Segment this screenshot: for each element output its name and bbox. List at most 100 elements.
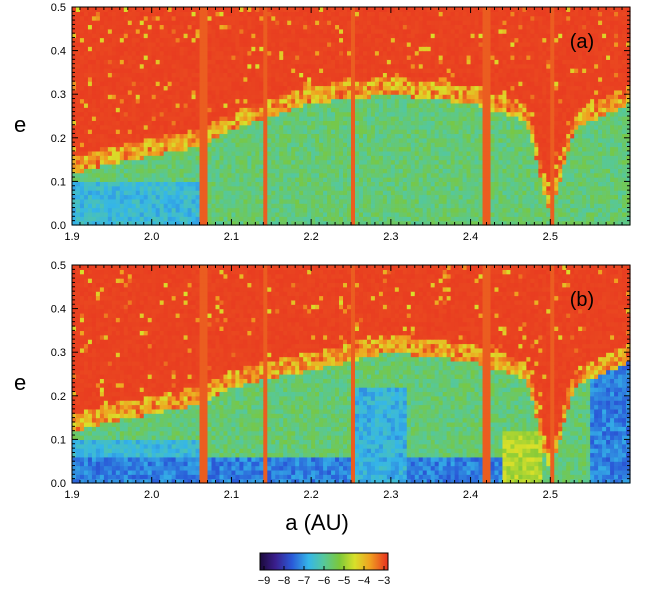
heatmap-cell — [259, 72, 264, 78]
heatmap-cell — [115, 198, 121, 204]
heatmap-cell — [354, 155, 360, 161]
heatmap-cell — [315, 89, 320, 95]
heatmap-cell — [382, 181, 388, 187]
heatmap-cell — [366, 120, 372, 126]
heatmap-cell — [418, 33, 424, 39]
heatmap-cell — [327, 163, 332, 169]
heatmap-cell — [347, 33, 352, 39]
heatmap-cell — [307, 85, 312, 91]
heatmap-cell — [87, 85, 93, 91]
heatmap-cell — [287, 76, 292, 82]
heatmap-cell — [406, 111, 412, 117]
heatmap-cell — [83, 24, 89, 30]
heatmap-cell — [175, 59, 181, 65]
heatmap-cell — [414, 11, 420, 17]
heatmap-cell — [143, 185, 149, 191]
heatmap-cell — [275, 63, 280, 69]
heatmap-cell — [123, 37, 129, 43]
heatmap-cell — [171, 146, 177, 152]
heatmap-cell — [446, 120, 452, 126]
heatmap-cell — [299, 20, 304, 26]
heatmap-cell — [111, 102, 117, 108]
heatmap-cell — [323, 94, 328, 100]
heatmap-cell — [287, 198, 292, 204]
heatmap-cell — [207, 220, 213, 226]
heatmap-cell — [335, 102, 340, 108]
heatmap-cell — [438, 177, 444, 182]
heatmap-cell — [386, 133, 392, 139]
heatmap-cell — [283, 89, 288, 95]
heatmap-cell — [279, 133, 284, 139]
heatmap-cell — [279, 72, 284, 78]
heatmap-cell — [243, 72, 248, 78]
heatmap-cell — [87, 54, 93, 60]
heatmap-cell — [339, 129, 344, 135]
heatmap-cell — [167, 15, 173, 21]
heatmap-cell — [339, 94, 344, 100]
heatmap-cell — [175, 146, 181, 152]
heatmap-cell — [422, 116, 428, 121]
heatmap-cell — [354, 72, 360, 78]
heatmap-cell — [307, 94, 312, 100]
heatmap-cell — [287, 194, 292, 200]
heatmap-cell — [195, 194, 201, 200]
heatmap-cell — [247, 63, 252, 69]
heatmap-cell — [99, 76, 105, 82]
heatmap-cell — [438, 142, 444, 148]
heatmap-cell — [175, 211, 181, 217]
heatmap-cell — [319, 124, 324, 130]
heatmap-cell — [422, 85, 428, 91]
heatmap-cell — [446, 194, 452, 200]
heatmap-cell — [87, 181, 93, 187]
heatmap-cell — [119, 211, 125, 217]
heatmap-cell — [223, 190, 229, 196]
heatmap-cell — [462, 203, 468, 209]
heatmap-cell — [374, 11, 380, 17]
heatmap-cell — [450, 220, 456, 226]
heatmap-cell — [370, 216, 376, 222]
heatmap-cell — [339, 194, 344, 200]
heatmap-cell — [147, 203, 153, 209]
heatmap-cell — [462, 207, 468, 213]
heatmap-cell — [203, 15, 209, 21]
heatmap-cell — [231, 211, 237, 217]
heatmap-cell — [207, 207, 213, 213]
heatmap-cell — [275, 216, 280, 222]
heatmap-cell — [430, 20, 436, 26]
heatmap-cell — [339, 85, 344, 91]
heatmap-cell — [366, 46, 372, 52]
heatmap-cell — [323, 163, 328, 169]
heatmap-cell — [99, 133, 105, 139]
heatmap-cell — [343, 37, 348, 43]
heatmap-cell — [319, 177, 324, 182]
heatmap-cell — [335, 98, 340, 104]
heatmap-cell — [331, 168, 336, 174]
heatmap-cell — [446, 85, 452, 91]
heatmap-cell — [378, 24, 384, 30]
heatmap-cell — [430, 54, 436, 60]
heatmap-cell — [223, 46, 229, 52]
heatmap-cell — [163, 124, 169, 130]
heatmap-cell — [438, 85, 444, 91]
heatmap-cell — [179, 15, 185, 21]
heatmap-cell — [418, 85, 424, 91]
heatmap-cell — [223, 124, 229, 130]
heatmap-cell — [438, 37, 444, 43]
heatmap-cell — [454, 24, 460, 30]
heatmap-cell — [239, 111, 244, 117]
heatmap-cell — [267, 68, 272, 73]
heatmap-cell — [195, 72, 201, 78]
heatmap-cell — [315, 50, 320, 56]
heatmap-cell — [183, 211, 189, 217]
heatmap-cell — [187, 124, 193, 130]
heatmap-cell — [362, 190, 368, 196]
heatmap-cell — [91, 142, 97, 148]
heatmap-cell — [227, 68, 233, 73]
heatmap-cell — [199, 155, 205, 161]
heatmap-cell — [299, 177, 304, 182]
heatmap-cell — [203, 207, 209, 213]
heatmap-cell — [143, 54, 149, 60]
heatmap-cell — [458, 146, 464, 152]
heatmap-cell — [446, 181, 452, 187]
heatmap-cell — [167, 181, 173, 187]
